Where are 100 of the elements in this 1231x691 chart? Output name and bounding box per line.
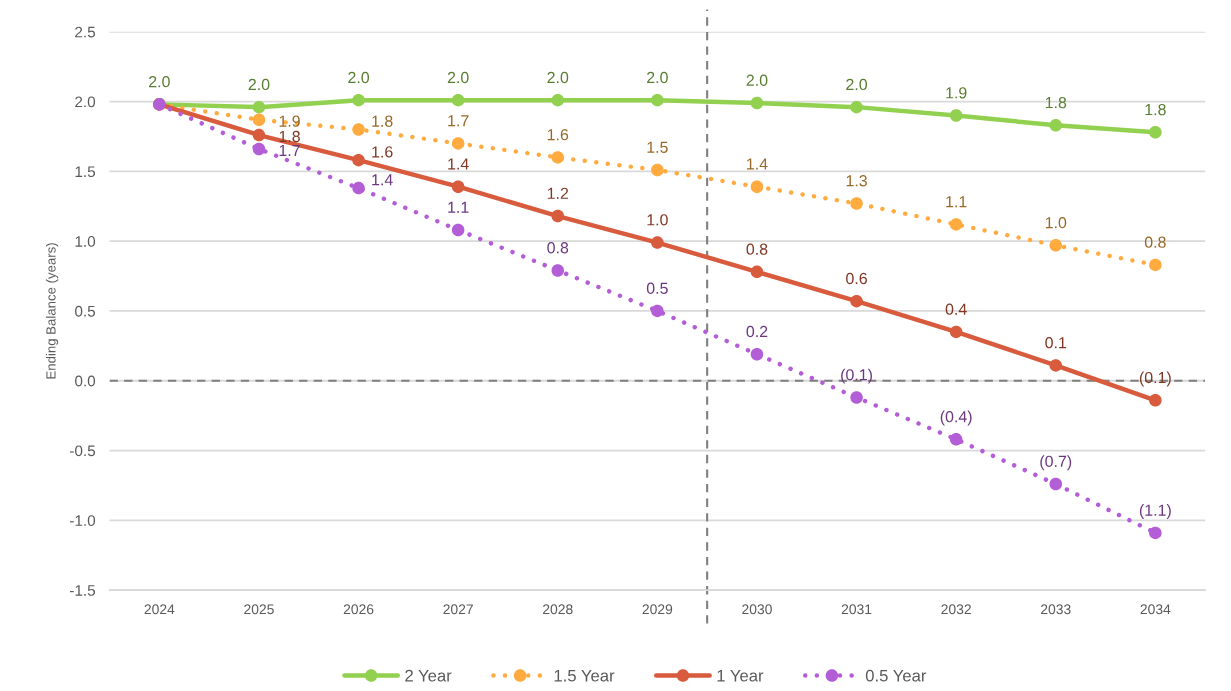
y-tick-label: 2.0 [75,96,96,108]
point [451,93,465,107]
data-label: 0.2 [746,325,768,338]
y-tick-label: 0.0 [75,375,96,387]
point [1049,239,1062,252]
point [750,180,764,193]
point [1049,359,1062,372]
point [750,347,764,361]
data-label: (0.7) [1040,455,1072,471]
legend-label: 0.5 Year [865,669,927,682]
legend-label: 1.5 Year [554,669,615,682]
y-tick-label: 2.5 [75,26,96,38]
data-label: 1.0 [647,214,668,226]
point [551,264,565,277]
y-tick-label: -1.5 [70,585,96,596]
data-label: 1.3 [846,175,867,187]
x-tick-label: 2025 [244,604,274,615]
point [850,294,863,308]
data-label: 2.0 [149,76,170,88]
point [551,209,565,223]
data-label: 1.5 [647,141,668,153]
data-label: 1.6 [547,129,569,141]
y-tick-label: 1.0 [75,236,96,247]
data-label: (0.1) [841,368,872,384]
point [949,218,963,231]
x-tick-label: 2029 [642,604,673,615]
data-label: 1.0 [1045,216,1067,229]
point [252,142,266,156]
point [850,391,863,404]
data-label: 2.0 [547,71,569,84]
legend-label: 1 Year [717,669,764,682]
data-label: 1.1 [448,201,469,213]
point [352,153,365,167]
data-label: 1.4 [747,158,768,170]
point [252,100,266,114]
point [352,123,365,136]
data-label: 1.7 [448,115,469,127]
y-tick-label: -0.5 [70,445,96,457]
point [949,109,963,122]
data-label: 2.0 [647,71,668,84]
point [252,128,266,142]
point [1149,526,1162,540]
data-label: (0.1) [1139,371,1171,387]
point [352,181,365,195]
y-tick-label: -1.0 [70,515,96,527]
x-tick-label: 2031 [841,604,872,615]
point [451,180,465,193]
point [651,304,664,318]
data-label: 1.9 [946,87,967,99]
data-label: 1.7 [279,144,300,156]
data-label: 1.8 [1045,96,1067,109]
point [352,93,365,107]
point [949,325,963,339]
point [551,151,565,164]
data-label: (0.4) [940,410,972,426]
x-tick-label: 2033 [1041,604,1071,615]
data-label: 2.0 [447,71,469,84]
point [850,197,863,210]
data-label: 0.6 [846,272,867,285]
point [750,96,764,110]
point [451,223,465,237]
x-tick-label: 2024 [144,604,175,615]
data-label: 1.9 [279,115,300,127]
data-label: 2.0 [248,78,270,91]
point [252,113,266,126]
data-label: 1.4 [448,158,469,170]
point [1149,126,1162,139]
data-label: 1.8 [279,130,300,143]
data-label: 2.0 [348,71,370,84]
data-label: (1.1) [1139,504,1171,519]
point [651,163,664,177]
x-tick-label: 2032 [941,604,971,615]
point [949,433,963,446]
point [1049,119,1062,132]
data-label: 2.0 [746,74,768,86]
data-label: 0.8 [746,243,768,255]
point [1149,258,1162,272]
x-tick-label: 2028 [543,604,573,615]
data-label: 1.1 [946,196,967,208]
data-label: 2.0 [846,78,868,91]
data-label: 0.8 [547,242,569,254]
point [750,265,764,279]
x-tick-label: 2026 [343,604,374,615]
data-label: 1.4 [372,174,393,186]
y-tick-label: 0.5 [75,305,96,317]
point [651,236,664,249]
y-axis-title: Ending Balance (years) [45,243,59,379]
x-tick-label: 2034 [1140,604,1171,615]
point [1049,477,1062,491]
point [651,93,664,107]
point [451,137,465,150]
data-label: 0.8 [1144,236,1166,248]
point [1149,394,1162,407]
data-label: 1.6 [372,146,393,158]
data-label: 1.2 [547,187,569,199]
data-label: 0.5 [646,282,668,294]
data-label: 1.8 [372,115,393,127]
legend-label: 2 Year [405,669,452,682]
data-label: 0.4 [945,303,967,315]
data-label: 1.8 [1145,103,1166,116]
